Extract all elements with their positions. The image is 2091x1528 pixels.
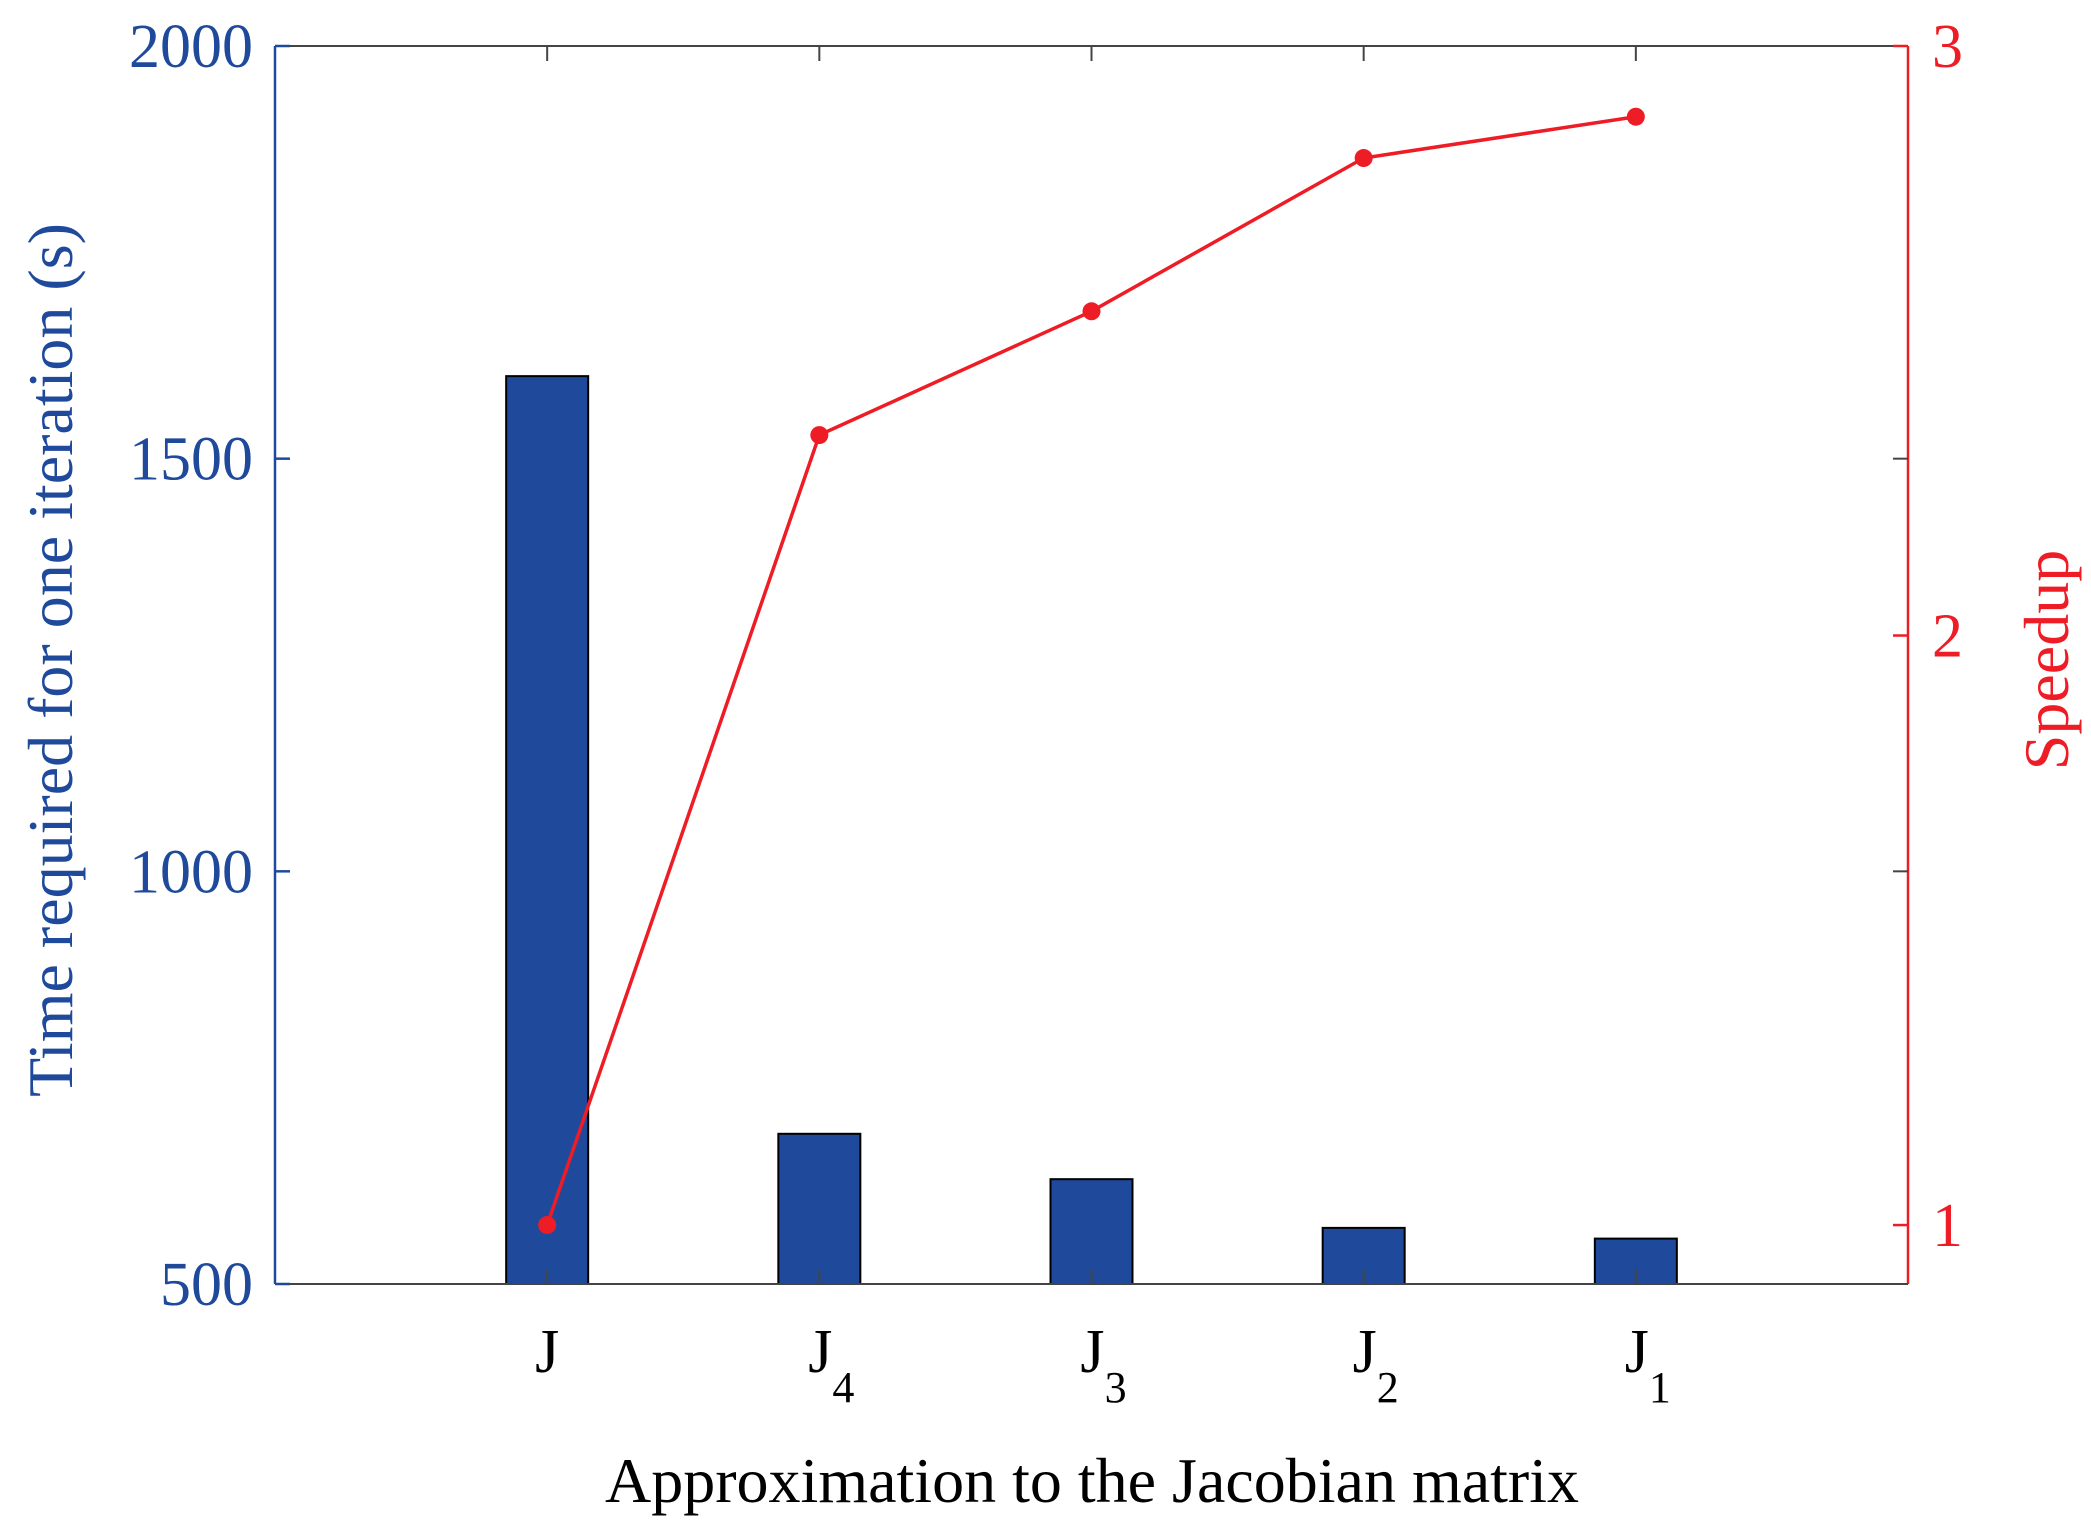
time-bar <box>1049 1178 1134 1285</box>
right-y-axis-title: Speedup <box>2011 550 2082 770</box>
right-y-tick-label: 3 <box>1932 13 1963 81</box>
bars-layer <box>505 375 1678 1286</box>
left-y-axis-title: Time required for one iteration (s) <box>15 223 86 1097</box>
speedup-point <box>1354 149 1373 168</box>
speedup-point <box>538 1216 557 1235</box>
ticks-layer: 500 1000 1500 2000 1 2 3 J J4 J3 J2 J1 <box>129 13 1963 1412</box>
x-tick-label: J4 <box>808 1318 854 1412</box>
left-y-tick-label: 1000 <box>129 838 253 906</box>
x-tick-label: J3 <box>1080 1318 1126 1412</box>
time-bar <box>505 375 590 1285</box>
time-bar <box>777 1132 862 1285</box>
x-axis-title: Approximation to the Jacobian matrix <box>605 1445 1579 1516</box>
right-y-tick-label: 2 <box>1932 603 1963 671</box>
speedup-line-layer <box>538 107 1645 1235</box>
left-y-tick-label: 2000 <box>129 13 253 81</box>
left-y-tick-label: 1500 <box>129 426 253 494</box>
speedup-point <box>1082 302 1101 321</box>
x-tick-label: J1 <box>1625 1318 1671 1412</box>
x-tick-label: J2 <box>1353 1318 1399 1412</box>
speedup-point <box>810 426 829 445</box>
left-y-tick-label: 500 <box>160 1251 253 1319</box>
right-y-tick-label: 1 <box>1932 1192 1963 1260</box>
speedup-point <box>1626 107 1645 126</box>
speedup-line <box>545 115 1637 1226</box>
x-tick-label: J <box>535 1318 559 1386</box>
